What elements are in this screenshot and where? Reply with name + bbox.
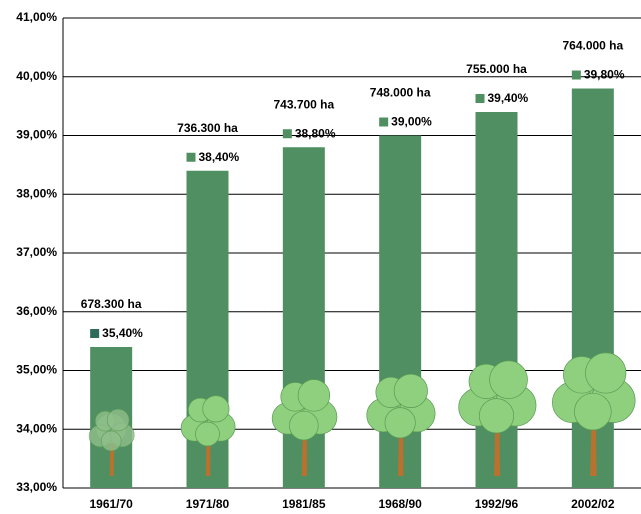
y-tick-label: 37,00% [16, 245, 57, 259]
x-tick-label: 1981/85 [282, 497, 326, 511]
x-tick-label: 1992/96 [475, 497, 519, 511]
tree-crown [393, 373, 428, 408]
annotation: 748.000 ha [370, 86, 431, 100]
x-tick-label: 1968/90 [378, 497, 422, 511]
x-tick-label: 2002/02 [571, 497, 615, 511]
y-tick-label: 35,00% [16, 363, 57, 377]
tree-crown [574, 392, 612, 431]
annotation: 755.000 ha [466, 62, 527, 76]
value-label: 39,80% [584, 68, 625, 82]
value-label: 39,00% [391, 115, 432, 129]
tree-crown [585, 352, 627, 394]
value-label-key [186, 152, 196, 162]
y-tick-label: 36,00% [16, 304, 57, 318]
tree-crown [384, 407, 416, 439]
value-label-key [571, 70, 581, 80]
x-tick-label: 1971/80 [186, 497, 230, 511]
y-tick-label: 40,00% [16, 69, 57, 83]
y-tick-label: 39,00% [16, 128, 57, 142]
x-tick-label: 1961/70 [89, 497, 133, 511]
annotation: 678.300 ha [81, 297, 142, 311]
value-label-key [90, 329, 100, 338]
annotation: 764.000 ha [562, 39, 623, 53]
y-tick-label: 38,00% [16, 186, 57, 200]
annotation: 736.300 ha [177, 121, 238, 135]
value-label: 38,40% [199, 150, 240, 164]
y-tick-label: 33,00% [16, 480, 57, 494]
tree-crown [202, 395, 230, 423]
tree-crown [489, 360, 528, 399]
tree-crown [289, 410, 319, 441]
value-label-key [282, 129, 292, 139]
value-label: 39,40% [488, 91, 529, 105]
y-tick-label: 41,00% [16, 10, 57, 24]
annotation: 743.700 ha [273, 97, 334, 111]
tree-crown [478, 398, 515, 434]
value-label: 35,40% [102, 326, 143, 340]
tree-crown [106, 408, 130, 432]
value-label: 38,80% [295, 126, 336, 140]
value-label-key [475, 94, 485, 103]
tree-crown [297, 379, 331, 412]
tree-crown [100, 430, 122, 452]
tree-crown [195, 421, 220, 447]
y-tick-label: 34,00% [16, 421, 57, 435]
value-label-key [379, 117, 389, 127]
